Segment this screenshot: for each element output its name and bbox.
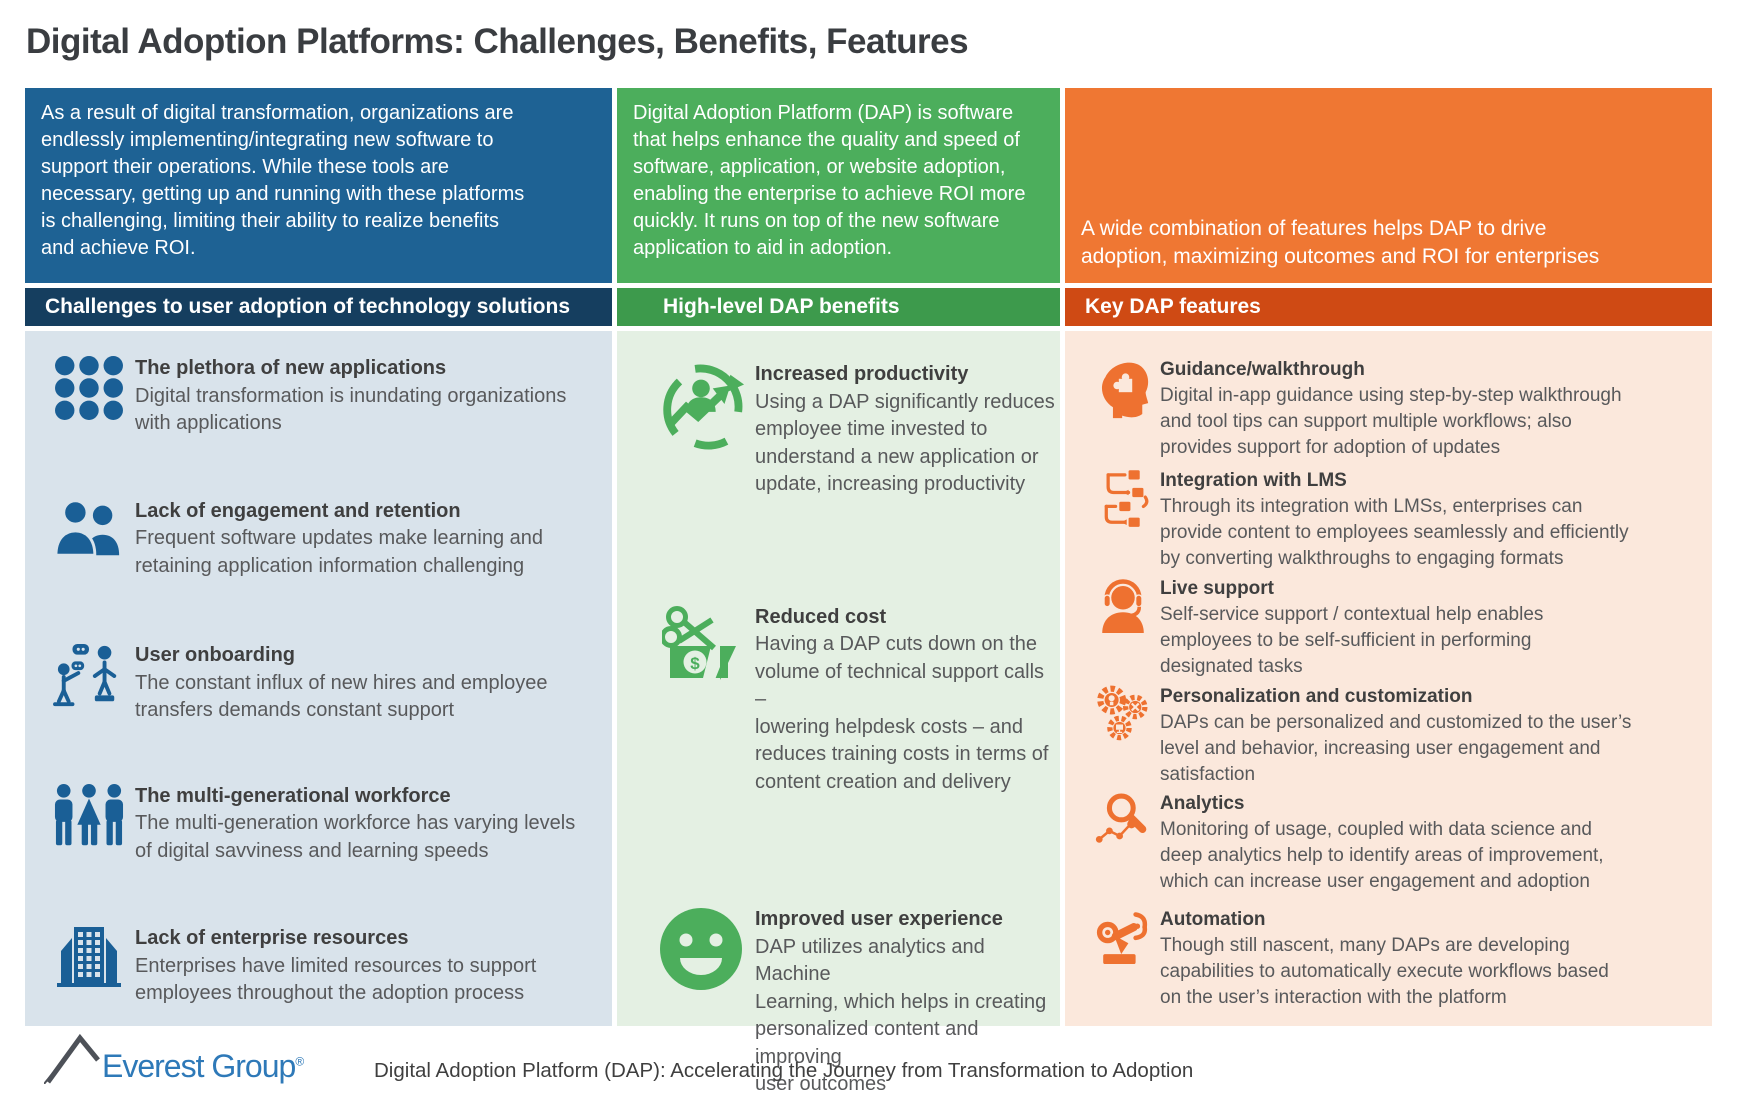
column-challenges: As a result of digital transformation, o… <box>25 88 612 1026</box>
feature-item: Automation Though still nascent, many DA… <box>1065 907 1712 1011</box>
feature-item: Live support Self-service support / cont… <box>1065 576 1712 680</box>
svg-text:$: $ <box>690 654 700 673</box>
registered-mark: ® <box>295 1054 304 1069</box>
item-title: The multi-generational workforce <box>135 784 451 807</box>
challenge-item: The plethora of new applications Digital… <box>25 355 612 438</box>
reduced-cost-icon: $ <box>655 604 747 682</box>
brand-name: Everest Group <box>102 1048 296 1084</box>
item-desc: The constant influx of new hires and emp… <box>135 671 548 722</box>
item-desc: Digital transformation is inundating org… <box>135 384 567 435</box>
item-desc: Though still nascent, many DAPs are deve… <box>1160 935 1609 1008</box>
footer: Everest Group® Digital Adoption Platform… <box>44 1032 1444 1107</box>
feature-item: Integration with LMS Through its integra… <box>1065 468 1712 572</box>
page-title: Digital Adoption Platforms: Challenges, … <box>26 22 969 61</box>
challenges-intro-panel: As a result of digital transformation, o… <box>25 88 612 283</box>
challenge-item: User onboarding The constant influx of n… <box>25 642 612 725</box>
item-desc: Digital in-app guidance using step-by-st… <box>1160 385 1622 458</box>
headset-icon <box>1095 576 1151 634</box>
item-desc: Monitoring of usage, coupled with data s… <box>1160 819 1604 892</box>
feature-item: Personalization and customization DAPs c… <box>1065 684 1712 788</box>
item-title: The plethora of new applications <box>135 357 447 379</box>
benefit-item: $ Reduced cost Having a DAP cuts down on… <box>617 604 1060 797</box>
item-title: Improved user experience <box>755 908 1003 930</box>
challenge-item: Lack of enterprise resources Enterprises… <box>25 925 612 1008</box>
item-desc: Frequent software updates make learning … <box>135 527 544 577</box>
lms-flow-icon <box>1095 468 1151 530</box>
item-desc: Through its integration with LMSs, enter… <box>1160 496 1629 569</box>
benefit-item: Improved user experience DAP utilizes an… <box>617 906 1060 1099</box>
everest-group-logo: Everest Group® <box>102 1048 304 1085</box>
user-onboarding-icon <box>51 642 127 710</box>
mountain-peak-icon <box>44 1033 100 1084</box>
people-pair-icon <box>51 498 127 558</box>
item-title: Automation <box>1160 909 1266 930</box>
feature-item: Guidance/walkthrough Digital in-app guid… <box>1065 357 1712 461</box>
item-desc: Having a DAP cuts down on the volume of … <box>755 633 1049 793</box>
item-desc: Self-service support / contextual help e… <box>1160 604 1544 677</box>
item-desc: The multi-generation workforce has varyi… <box>135 812 576 862</box>
item-desc: Using a DAP significantly reduces employ… <box>755 390 1055 496</box>
item-desc: DAPs can be personalized and customized … <box>1160 712 1632 785</box>
benefits-body: Increased productivity Using a DAP signi… <box>617 331 1060 1095</box>
features-section-header: Key DAP features <box>1065 288 1712 326</box>
column-benefits: Digital Adoption Platform (DAP) is softw… <box>617 88 1060 1095</box>
item-title: User onboarding <box>135 644 296 666</box>
benefits-intro-panel: Digital Adoption Platform (DAP) is softw… <box>617 88 1060 283</box>
automation-icon <box>1095 907 1151 967</box>
building-icon <box>51 925 127 989</box>
smiley-icon <box>655 906 747 992</box>
gears-icon <box>1095 684 1151 744</box>
item-title: Reduced cost <box>755 605 887 628</box>
item-title: Lack of enterprise resources <box>135 927 409 949</box>
item-title: Integration with LMS <box>1160 470 1347 491</box>
item-title: Guidance/walkthrough <box>1160 359 1365 380</box>
item-desc: Enterprises have limited resources to su… <box>135 954 537 1005</box>
challenge-item: The multi-generational workforce The mul… <box>25 783 612 866</box>
item-title: Analytics <box>1160 793 1245 814</box>
challenges-section-header: Challenges to user adoption of technolog… <box>25 288 612 326</box>
benefit-item: Increased productivity Using a DAP signi… <box>617 361 1060 499</box>
item-title: Live support <box>1160 578 1275 599</box>
item-desc: DAP utilizes analytics and Machine Learn… <box>755 935 1047 1096</box>
challenges-body: The plethora of new applications Digital… <box>25 331 612 1026</box>
workforce-icon <box>51 783 127 853</box>
productivity-icon <box>655 361 747 451</box>
feature-item: Analytics Monitoring of usage, coupled w… <box>1065 791 1712 895</box>
item-title: Lack of engagement and retention <box>135 499 461 522</box>
footer-caption: Digital Adoption Platform (DAP): Acceler… <box>374 1059 1194 1082</box>
column-features: A wide combination of features helps DAP… <box>1065 88 1712 1026</box>
item-title: Increased productivity <box>755 363 969 385</box>
features-intro-panel: A wide combination of features helps DAP… <box>1065 88 1712 283</box>
challenge-item: Lack of engagement and retention Frequen… <box>25 498 612 581</box>
analytics-icon <box>1095 791 1151 847</box>
benefits-section-header: High-level DAP benefits <box>617 288 1060 326</box>
head-puzzle-icon <box>1095 357 1151 419</box>
item-title: Personalization and customization <box>1160 686 1473 707</box>
dots-grid-icon <box>51 355 127 421</box>
features-body: Guidance/walkthrough Digital in-app guid… <box>1065 331 1712 1026</box>
